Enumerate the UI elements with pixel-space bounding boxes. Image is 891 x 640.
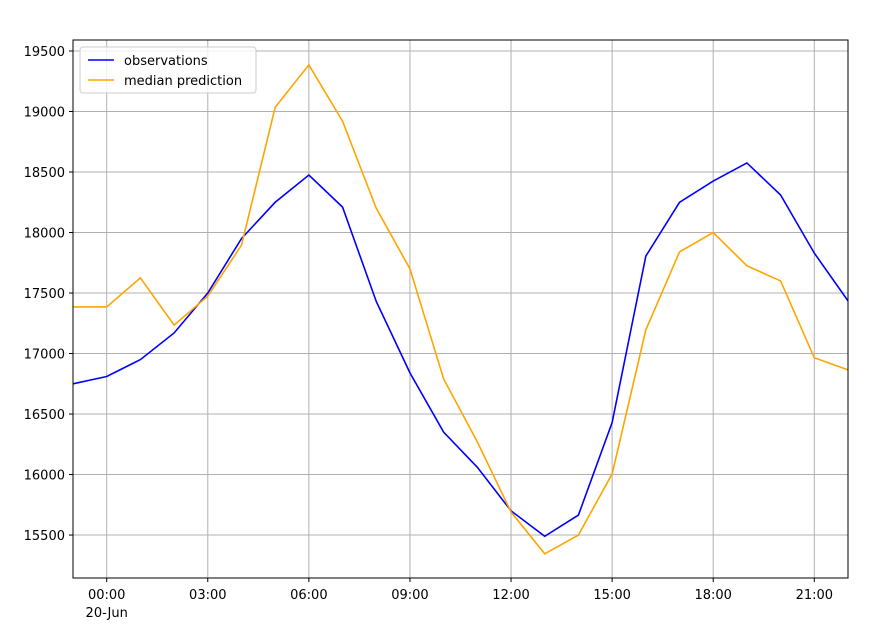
x-tick-label: 09:00 — [391, 588, 428, 603]
y-tick-label: 18500 — [24, 166, 65, 181]
y-tick-label: 17500 — [24, 287, 65, 302]
y-tick-label: 19000 — [24, 106, 65, 121]
plot-frame — [72, 39, 849, 579]
x-tick-sublabel: 20-Jun — [86, 606, 128, 621]
y-tick-label: 19500 — [24, 45, 65, 60]
x-tick-label: 18:00 — [694, 588, 731, 603]
legend-label: median prediction — [124, 74, 242, 89]
legend-label: observations — [124, 54, 208, 69]
x-tick-label: 21:00 — [796, 588, 833, 603]
x-tick-label: 06:00 — [290, 588, 327, 603]
x-tick-label: 15:00 — [593, 588, 630, 603]
y-tick-label: 17000 — [24, 348, 65, 363]
y-tick-label: 16000 — [24, 469, 65, 484]
y-tick-label: 16500 — [24, 408, 65, 423]
x-tick-label: 00:00 — [88, 588, 125, 603]
x-tick-label: 03:00 — [189, 588, 226, 603]
y-tick-label: 18000 — [24, 227, 65, 242]
series-line — [73, 63, 849, 555]
y-tick-label: 15500 — [24, 529, 65, 544]
legend-box — [79, 46, 257, 94]
series-line — [72, 161, 849, 538]
x-tick-label: 12:00 — [492, 588, 529, 603]
